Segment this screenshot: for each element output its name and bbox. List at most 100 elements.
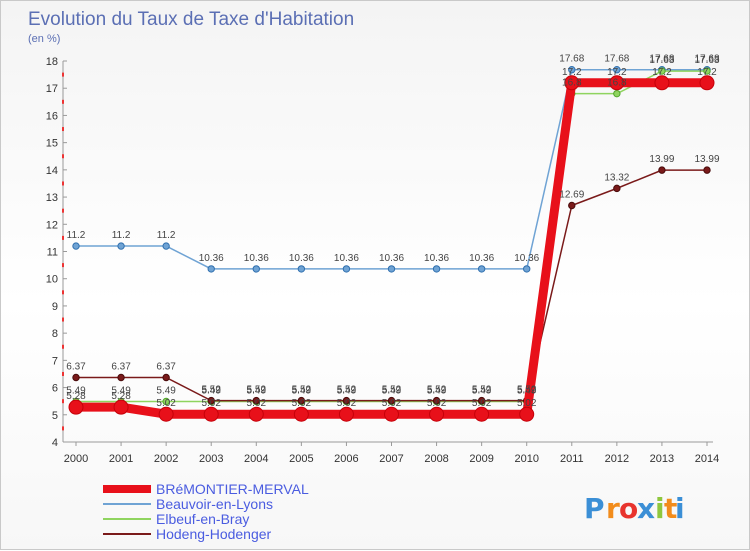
logo-letter: t	[664, 492, 677, 525]
data-point	[387, 396, 396, 405]
data-point	[658, 166, 666, 174]
data-label: 10.36	[244, 253, 269, 264]
data-label: 5.52	[382, 385, 402, 396]
data-label: 5.49	[201, 385, 221, 396]
data-label: 10.36	[424, 253, 449, 264]
y-tick-label: 12	[46, 219, 58, 231]
data-label: 5.52	[517, 385, 537, 396]
data-point	[68, 399, 84, 415]
data-point	[162, 397, 170, 406]
data-point	[477, 265, 486, 273]
y-tick-label: 4	[52, 437, 58, 449]
logo-letter: i	[675, 492, 685, 525]
data-label: 5.52	[247, 385, 267, 396]
data-label: 6.37	[111, 362, 131, 373]
x-tick-label: 2011	[560, 453, 584, 465]
data-point	[117, 242, 125, 250]
data-point	[387, 265, 396, 273]
data-label: 17.63	[649, 55, 674, 66]
legend-label: Beauvoir-en-Lyons	[156, 496, 273, 512]
data-label: 5.49	[247, 385, 267, 396]
data-point	[519, 406, 535, 422]
data-label: 5.02	[427, 398, 447, 409]
data-label: 10.36	[514, 253, 539, 264]
x-tick-label: 2005	[289, 453, 313, 465]
data-point	[609, 75, 625, 91]
data-label: 10.36	[289, 253, 314, 264]
data-point	[699, 75, 715, 91]
logo-letter: x	[637, 492, 655, 525]
data-point	[568, 201, 576, 210]
data-label: 17.2	[652, 67, 672, 78]
data-point	[658, 67, 666, 75]
data-point	[432, 396, 441, 405]
logo-letter: o	[619, 492, 638, 525]
data-label: 5.02	[382, 398, 402, 409]
logo-letter: i	[655, 492, 665, 525]
data-point	[613, 66, 621, 74]
data-point	[117, 373, 125, 382]
data-label: 6.37	[66, 362, 86, 373]
data-point	[477, 396, 486, 405]
data-label: 5.28	[111, 391, 131, 402]
data-point	[113, 399, 129, 415]
data-label: 17.68	[649, 54, 674, 65]
data-label: 5.28	[66, 391, 86, 402]
data-label: 5.02	[247, 398, 267, 409]
data-label: 5.02	[337, 398, 357, 409]
x-tick-label: 2012	[605, 453, 629, 465]
legend: BRéMONTIER-MERVALBeauvoir-en-LyonsElbeuf…	[103, 481, 309, 542]
y-tick-label: 7	[52, 355, 58, 367]
chart-title: Evolution du Taux de Taxe d'Habitation	[28, 9, 354, 30]
data-label: 5.49	[292, 385, 312, 396]
data-point	[207, 265, 215, 273]
data-point	[432, 265, 441, 273]
y-tick-label: 5	[52, 410, 58, 422]
data-label: 5.02	[201, 398, 221, 409]
logo-letter: r	[606, 492, 620, 525]
y-tick-label: 8	[52, 328, 58, 340]
data-label: 17.68	[559, 54, 584, 65]
data-point	[252, 265, 260, 273]
data-point	[613, 89, 621, 98]
x-tick-label: 2007	[379, 453, 403, 465]
y-tick-label: 11	[47, 247, 58, 259]
data-label: 17.2	[607, 67, 627, 78]
data-point	[72, 373, 80, 382]
data-label: 10.36	[199, 253, 224, 264]
y-tick-label: 14	[46, 165, 58, 177]
x-tick-label: 2001	[109, 453, 133, 465]
data-label: 5.49	[472, 385, 492, 396]
x-tick-label: 2004	[244, 453, 268, 465]
data-label: 5.02	[156, 398, 176, 409]
data-label: 5.49	[66, 385, 86, 396]
data-point	[654, 75, 670, 91]
data-point	[613, 184, 621, 193]
data-point	[384, 406, 399, 422]
data-point	[252, 396, 260, 405]
data-point	[568, 66, 576, 74]
y-tick-label: 17	[46, 83, 58, 95]
data-label: 5.52	[427, 385, 447, 396]
data-point	[703, 67, 711, 75]
data-label: 17.68	[604, 54, 629, 65]
data-point	[429, 406, 445, 422]
x-tick-label: 2010	[514, 453, 538, 465]
data-point	[564, 75, 580, 91]
y-tick-label: 10	[46, 274, 58, 286]
data-label: 13.99	[694, 154, 719, 165]
data-label: 16.8	[562, 78, 582, 89]
data-point	[207, 396, 215, 405]
x-tick-label: 2000	[64, 453, 88, 465]
data-point	[72, 242, 80, 250]
data-label: 5.02	[517, 398, 537, 409]
x-tick-label: 2014	[695, 453, 719, 465]
x-tick-label: 2002	[154, 453, 178, 465]
data-point	[342, 396, 351, 405]
data-label: 17.63	[694, 55, 719, 66]
data-label: 5.52	[337, 385, 357, 396]
data-point	[342, 265, 351, 273]
data-label: 17.2	[562, 67, 582, 78]
